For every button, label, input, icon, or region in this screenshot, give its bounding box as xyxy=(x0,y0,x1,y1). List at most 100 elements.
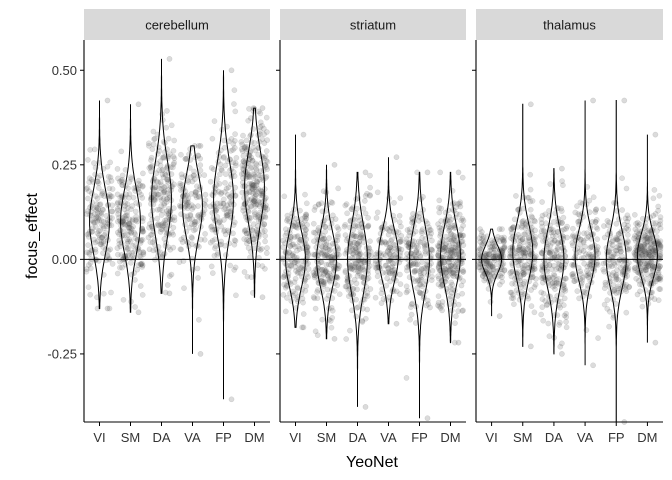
data-point xyxy=(194,265,201,272)
data-point xyxy=(600,260,607,267)
data-point xyxy=(343,336,350,342)
data-point xyxy=(123,244,130,251)
data-point xyxy=(87,260,94,266)
data-point xyxy=(109,186,116,192)
data-point xyxy=(104,163,111,170)
data-point xyxy=(139,237,146,243)
data-point xyxy=(123,215,129,222)
data-point xyxy=(413,249,419,255)
data-point xyxy=(539,199,545,205)
data-point xyxy=(181,285,187,292)
data-point xyxy=(134,218,141,225)
data-point xyxy=(249,181,256,188)
data-point xyxy=(584,235,590,242)
data-point xyxy=(600,266,607,273)
data-point xyxy=(97,227,104,234)
data-point xyxy=(383,282,390,289)
data-point xyxy=(378,300,385,306)
data-point xyxy=(446,226,453,232)
data-point xyxy=(460,242,467,248)
data-point xyxy=(135,177,142,184)
data-point xyxy=(137,261,144,268)
data-point xyxy=(98,239,105,246)
data-point xyxy=(126,221,133,228)
x-tick-label: SM xyxy=(513,430,533,445)
data-point xyxy=(556,261,563,268)
data-point xyxy=(537,233,544,239)
data-point xyxy=(202,197,209,204)
data-point xyxy=(386,269,393,276)
data-point xyxy=(385,226,391,233)
data-point xyxy=(98,192,105,198)
y-axis-title: focus_effect xyxy=(24,192,41,279)
data-point xyxy=(428,277,435,283)
data-point xyxy=(100,239,107,246)
data-point xyxy=(342,232,349,238)
data-point xyxy=(517,281,524,288)
data-point xyxy=(139,260,145,267)
data-point xyxy=(657,225,664,232)
data-point xyxy=(107,246,114,253)
data-point xyxy=(257,124,264,130)
data-point xyxy=(232,108,239,115)
data-point xyxy=(255,172,261,178)
data-point xyxy=(132,235,139,242)
data-point xyxy=(147,239,154,246)
data-point xyxy=(132,231,139,238)
data-point xyxy=(96,234,103,241)
y-tick-label: 0.00 xyxy=(52,252,77,267)
data-point xyxy=(496,313,503,319)
data-point xyxy=(435,252,441,258)
data-point xyxy=(263,114,270,121)
data-point xyxy=(453,313,459,320)
data-point xyxy=(264,245,270,251)
data-point xyxy=(410,260,417,267)
data-point xyxy=(120,296,127,303)
x-tick-label: FP xyxy=(608,430,625,445)
data-point xyxy=(148,157,154,163)
data-point xyxy=(90,219,97,226)
data-point xyxy=(124,212,130,219)
data-point xyxy=(524,194,531,201)
data-point xyxy=(126,191,133,197)
data-point xyxy=(623,288,630,295)
data-point xyxy=(99,234,105,241)
data-point xyxy=(120,228,127,235)
data-point xyxy=(384,275,391,282)
data-point xyxy=(139,183,146,190)
y-tick-label: -0.25 xyxy=(47,346,77,361)
data-point xyxy=(85,284,92,291)
data-point xyxy=(94,218,101,225)
data-point xyxy=(137,283,144,289)
data-point xyxy=(166,290,173,297)
data-point xyxy=(182,156,189,162)
data-point xyxy=(132,208,139,215)
data-point xyxy=(397,195,404,201)
data-point xyxy=(587,245,593,251)
data-point xyxy=(217,200,224,207)
data-point xyxy=(331,335,338,342)
data-point xyxy=(545,320,552,327)
x-tick-label: DA xyxy=(152,430,170,445)
x-tick-label: VA xyxy=(577,430,594,445)
data-point xyxy=(449,247,456,253)
data-point xyxy=(521,266,528,272)
data-point xyxy=(563,275,569,282)
data-point xyxy=(145,142,152,149)
data-point xyxy=(445,249,451,256)
data-point xyxy=(280,237,286,244)
data-point xyxy=(120,221,127,228)
data-point xyxy=(139,195,146,201)
data-point xyxy=(106,305,113,312)
data-point xyxy=(412,255,419,261)
data-point xyxy=(97,201,104,208)
data-point xyxy=(449,286,456,293)
data-point xyxy=(88,176,95,183)
data-point xyxy=(405,257,412,263)
data-point xyxy=(125,221,132,227)
data-point xyxy=(525,235,532,241)
data-point xyxy=(639,296,646,303)
data-point xyxy=(197,167,204,174)
data-point xyxy=(125,204,131,211)
data-point xyxy=(114,206,121,212)
